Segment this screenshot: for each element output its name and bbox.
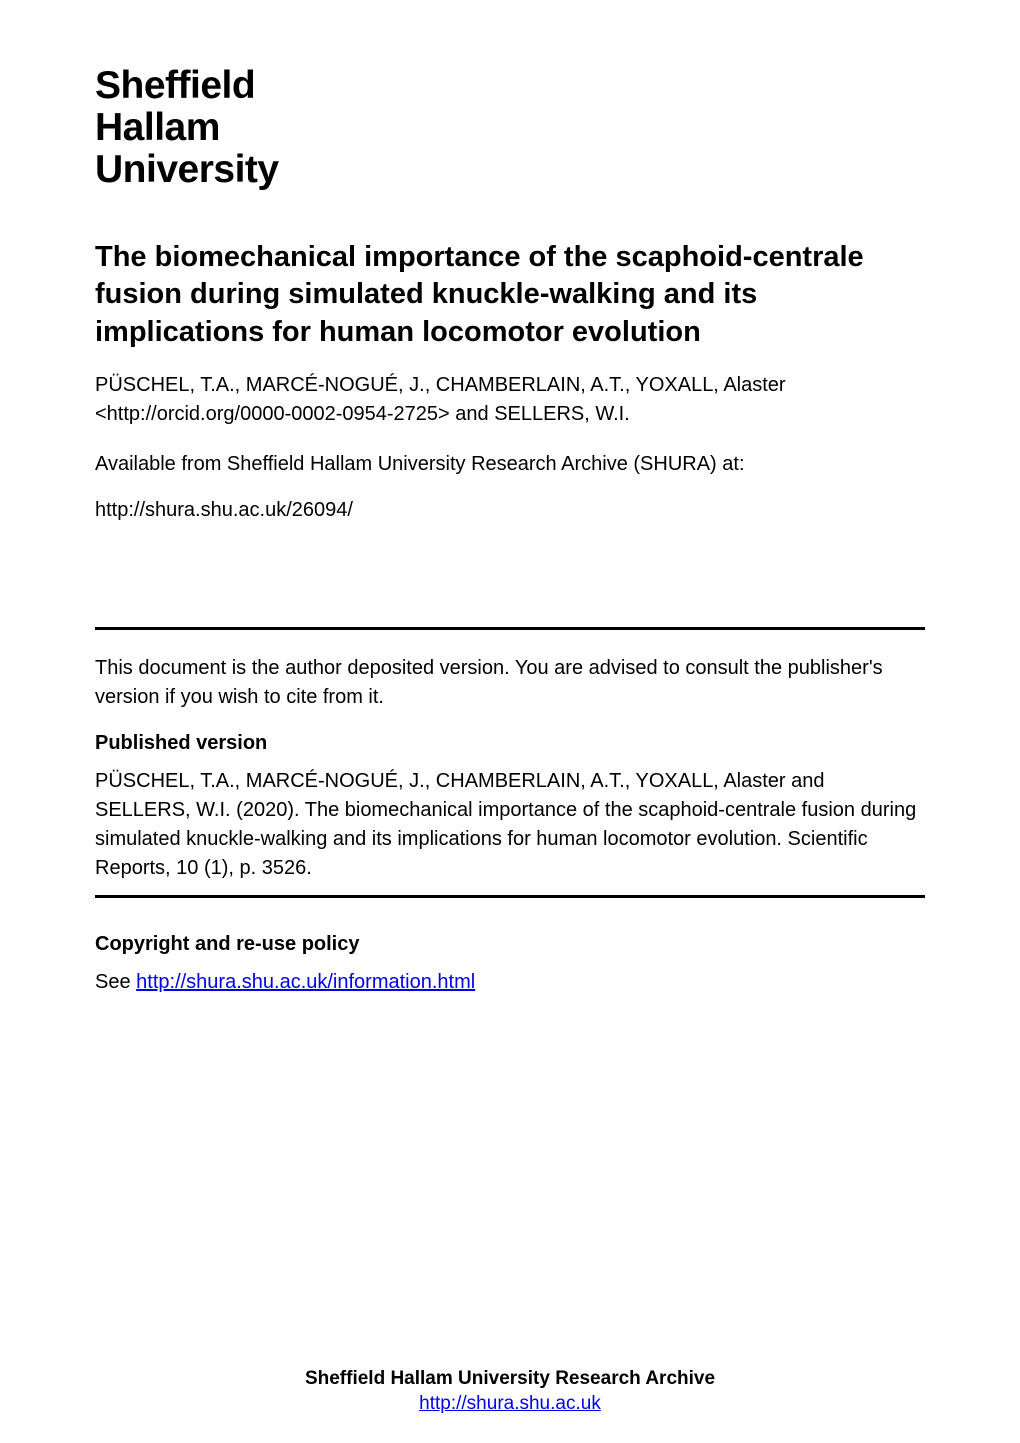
citation-text: PÜSCHEL, T.A., MARCÉ-NOGUÉ, J., CHAMBERL… bbox=[95, 767, 925, 883]
footer-archive-link[interactable]: http://shura.shu.ac.uk bbox=[419, 1393, 601, 1414]
divider-rule-bottom bbox=[95, 895, 925, 898]
logo-line-3: University bbox=[95, 149, 925, 191]
authors-list: PÜSCHEL, T.A., MARCÉ-NOGUÉ, J., CHAMBERL… bbox=[95, 371, 925, 429]
policy-link[interactable]: http://shura.shu.ac.uk/information.html bbox=[136, 971, 475, 993]
policy-line: See http://shura.shu.ac.uk/information.h… bbox=[95, 971, 925, 994]
published-version-heading: Published version bbox=[95, 732, 925, 755]
paper-title: The biomechanical importance of the scap… bbox=[95, 239, 925, 350]
institution-logo: Sheffield Hallam University bbox=[95, 65, 925, 191]
copyright-heading: Copyright and re-use policy bbox=[95, 933, 925, 956]
deposit-notice: This document is the author deposited ve… bbox=[95, 654, 925, 712]
logo-line-1: Sheffield bbox=[95, 65, 925, 107]
archive-url: http://shura.shu.ac.uk/26094/ bbox=[95, 499, 925, 522]
availability-statement: Available from Sheffield Hallam Universi… bbox=[95, 449, 925, 479]
footer-archive-title: Sheffield Hallam University Research Arc… bbox=[0, 1366, 1020, 1393]
logo-line-2: Hallam bbox=[95, 107, 925, 149]
page-footer: Sheffield Hallam University Research Arc… bbox=[0, 1366, 1020, 1415]
policy-prefix: See bbox=[95, 971, 136, 993]
